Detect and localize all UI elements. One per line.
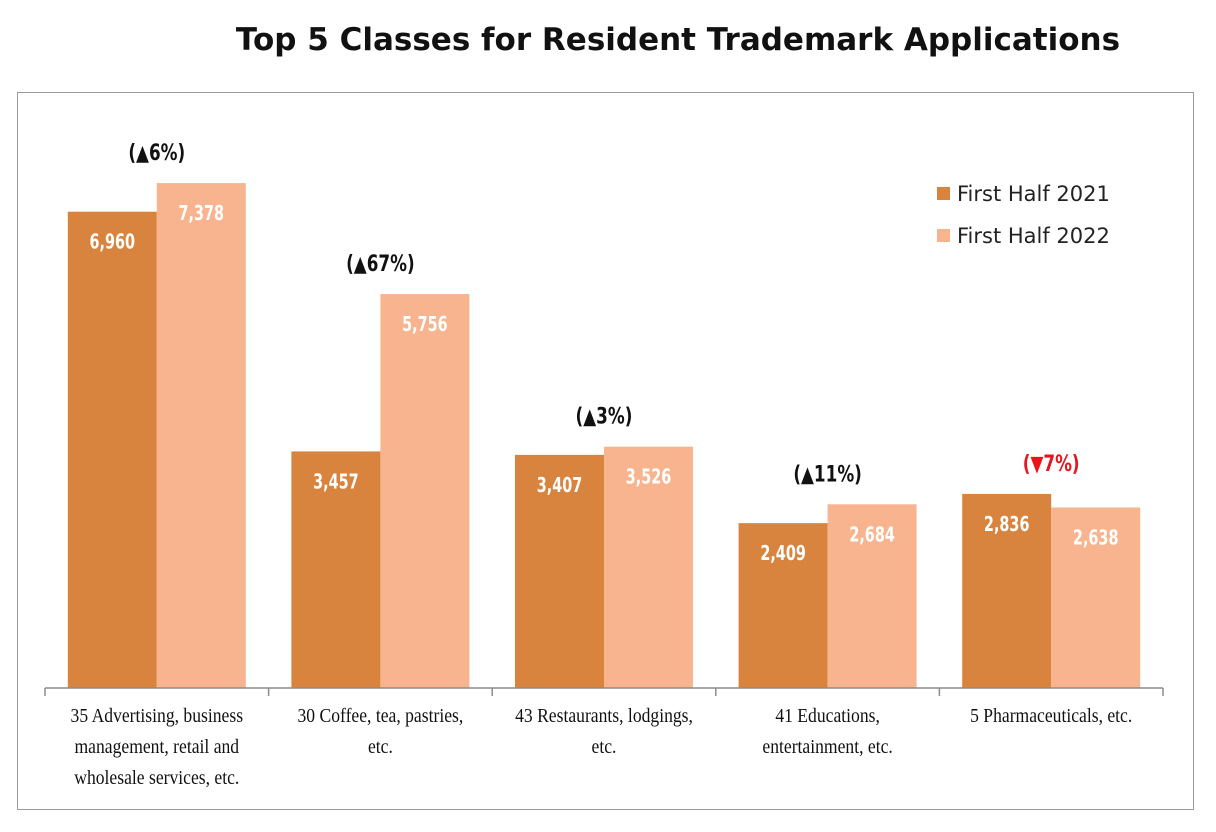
category-label: etc. <box>368 736 393 758</box>
category-label: entertainment, etc. <box>762 736 892 758</box>
data-label: 5,756 <box>402 313 448 336</box>
change-annotation: (▼7%) <box>1023 450 1080 476</box>
category-label: management, retail and <box>74 736 239 758</box>
category-label: 5 Pharmaceuticals, etc. <box>970 705 1132 727</box>
category-label: 41 Educations, <box>775 705 880 727</box>
category-label: 30 Coffee, tea, pastries, <box>298 705 464 727</box>
change-annotation: (▲3%) <box>576 403 633 429</box>
data-label: 7,378 <box>179 202 225 225</box>
data-label: 2,684 <box>849 524 895 547</box>
category-label: etc. <box>592 736 617 758</box>
legend-label-series2: First Half 2022 <box>957 224 1110 248</box>
category-label: 43 Restaurants, lodgings, <box>515 705 693 727</box>
legend-label-series1: First Half 2021 <box>957 182 1110 206</box>
legend-swatch-series1 <box>937 187 950 200</box>
legend-swatch-series2 <box>937 229 950 242</box>
data-label: 6,960 <box>90 231 136 254</box>
bar-series2-1 <box>157 183 246 688</box>
category-label: wholesale services, etc. <box>74 767 239 789</box>
change-annotation: (▲67%) <box>346 251 415 277</box>
data-label: 3,407 <box>537 474 583 497</box>
bar-series1-1 <box>68 212 157 688</box>
data-label: 3,457 <box>313 471 359 494</box>
category-label: 35 Advertising, business <box>71 705 243 727</box>
data-label: 2,638 <box>1073 527 1119 550</box>
data-label: 2,836 <box>984 513 1030 536</box>
data-label: 2,409 <box>760 542 806 565</box>
change-annotation: (▲11%) <box>793 461 862 487</box>
change-annotation: (▲6%) <box>128 140 185 166</box>
bar-series2-2 <box>380 294 469 688</box>
data-label: 3,526 <box>626 466 672 489</box>
